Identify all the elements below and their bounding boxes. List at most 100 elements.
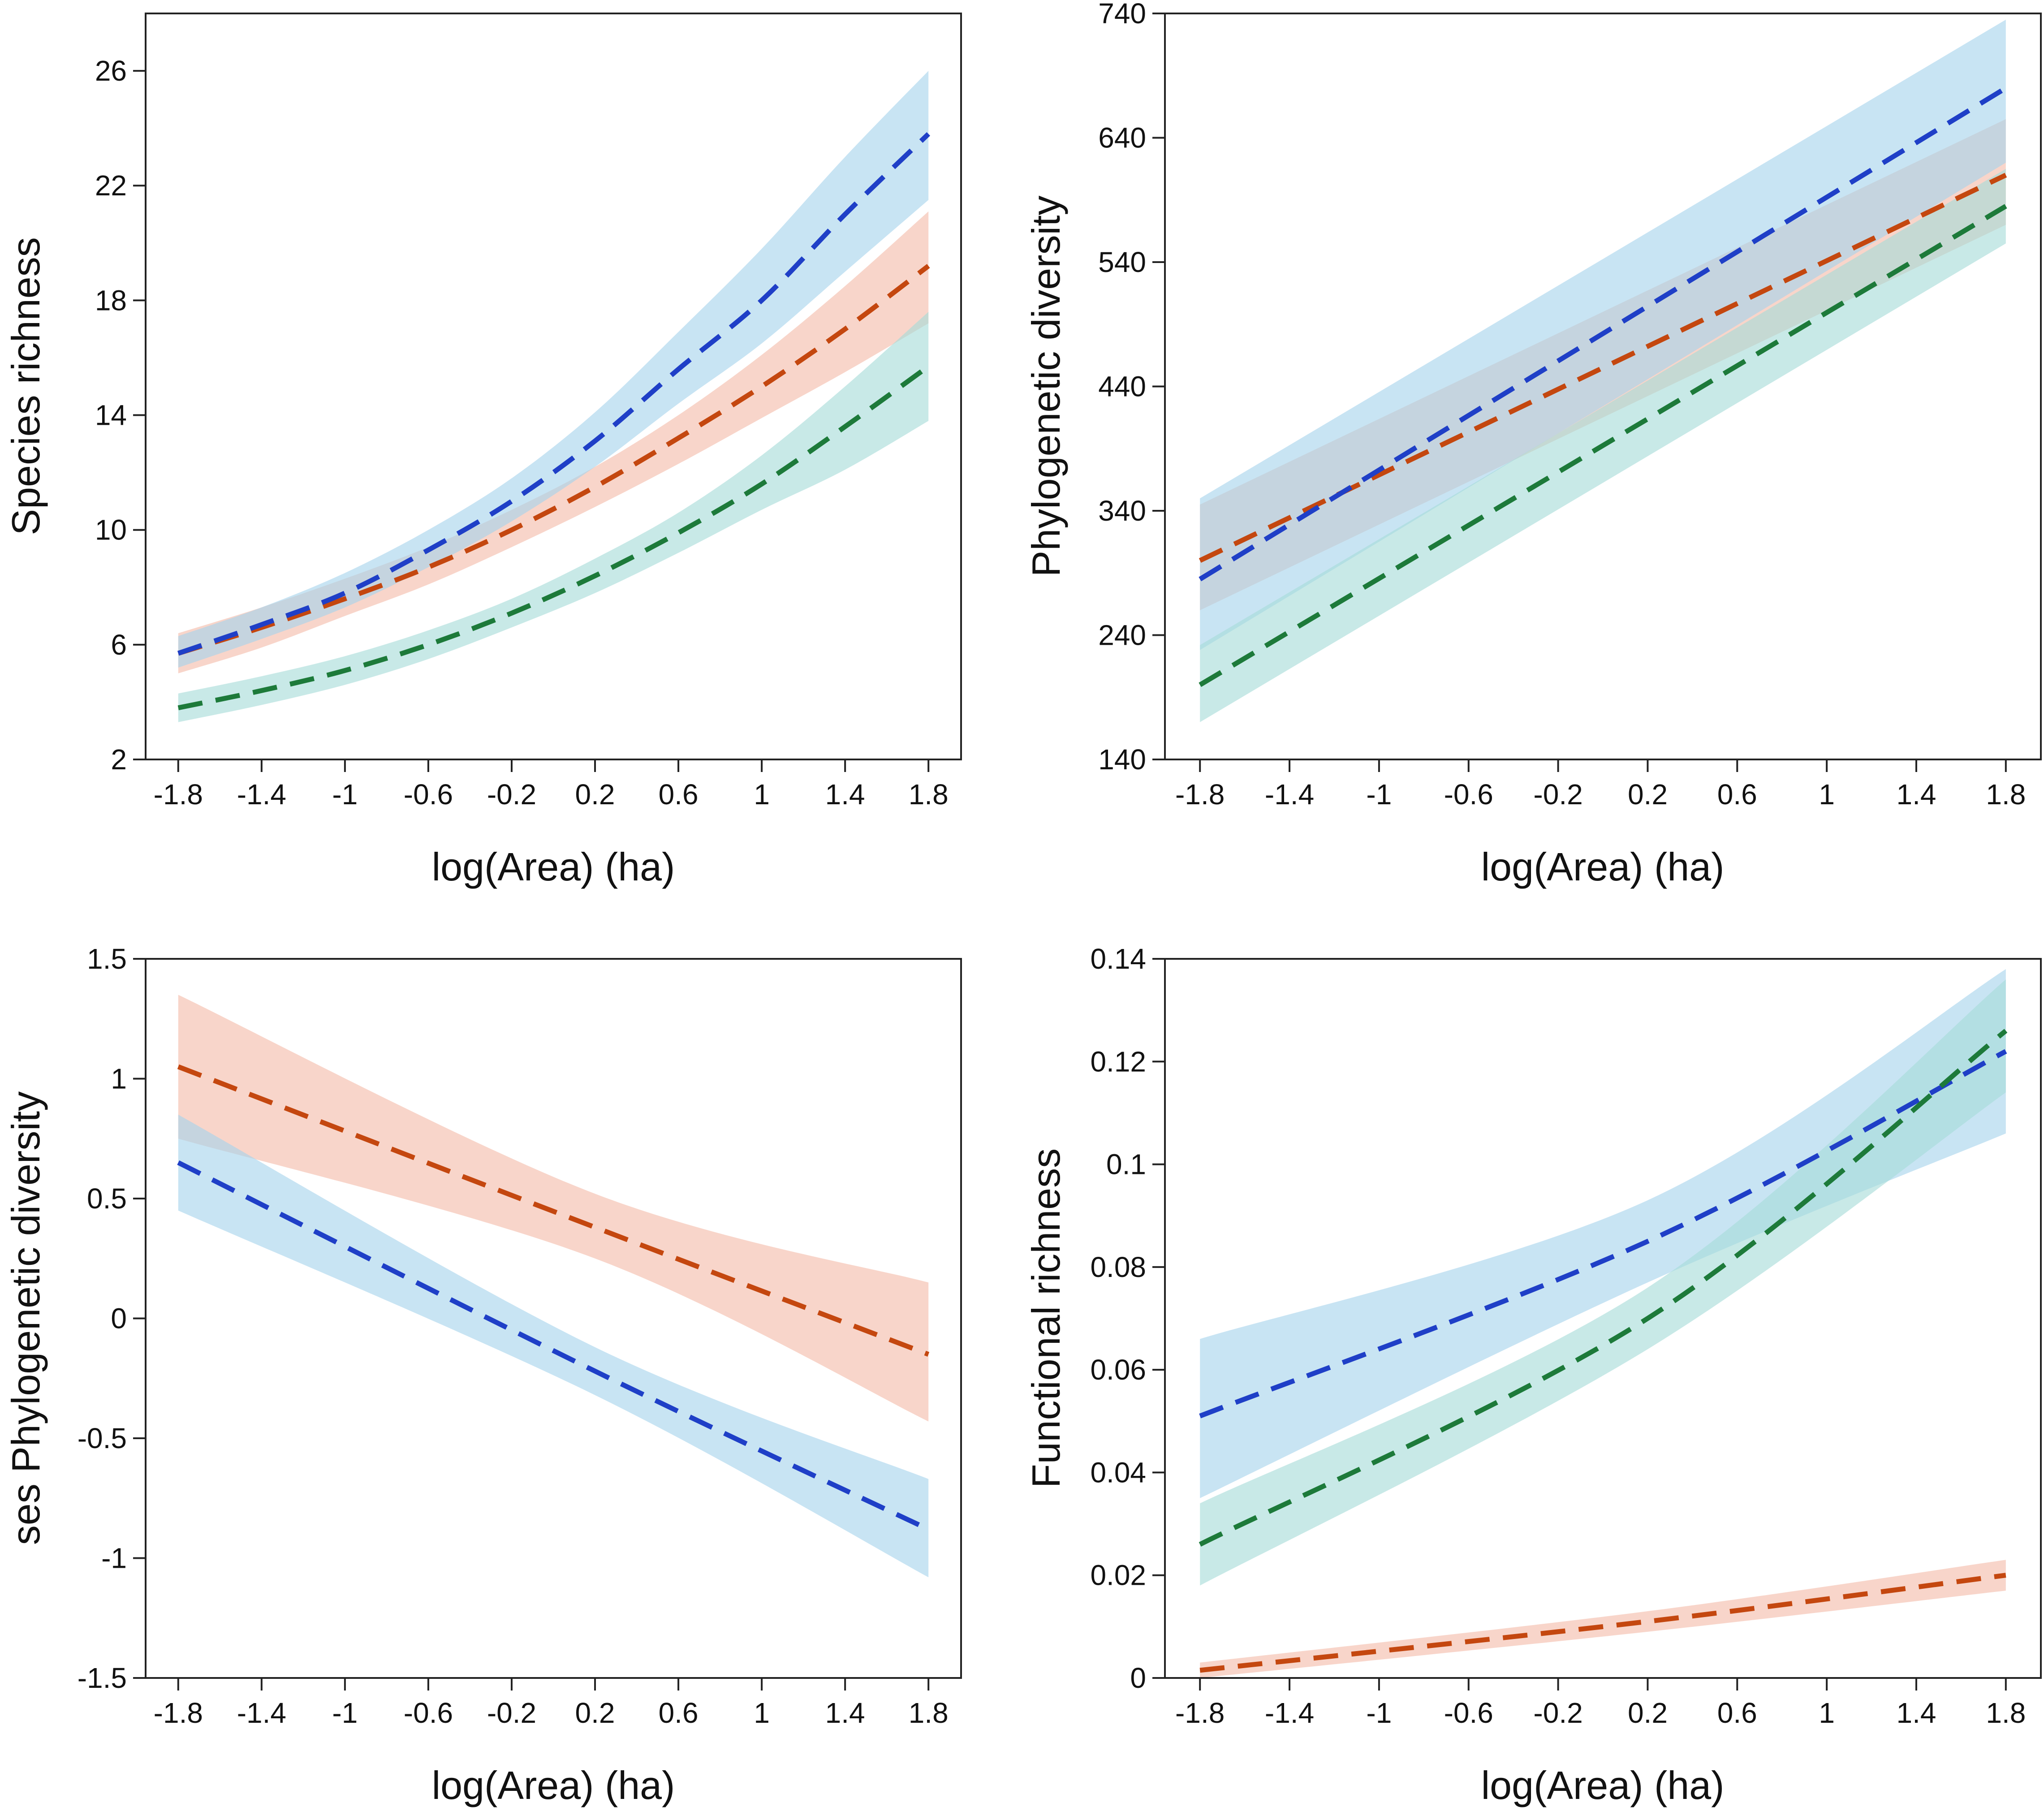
y-axis-label: Phylogenetic diversity	[1024, 195, 1068, 577]
line-blue	[177, 132, 931, 656]
y-tick-label: -1	[101, 1542, 127, 1574]
fit-lines	[1199, 86, 2007, 687]
x-tick-label: -0.2	[1533, 1697, 1583, 1729]
y-tick-label: 0.06	[1090, 1354, 1146, 1386]
x-tick-label: 0.2	[1628, 1697, 1668, 1729]
band-green	[1200, 979, 2006, 1586]
y-tick-label: 0.1	[1106, 1148, 1146, 1181]
x-tick-label: -1	[1366, 1697, 1392, 1729]
x-tick-label: -0.2	[487, 1697, 536, 1729]
y-tick-label: 540	[1098, 246, 1146, 278]
x-tick-label: 0.2	[1628, 778, 1668, 811]
y-axis-ticks: 140 240 340 440 540 640 740	[1098, 0, 1165, 776]
x-tick-label: 1.8	[1986, 1697, 2026, 1729]
x-axis-label: log(Area) (ha)	[1481, 845, 1725, 889]
x-axis-ticks: -1.8 -1.4 -1 -0.6 -0.2 0.2 0.6 1 1.4 1.8	[154, 1678, 949, 1729]
y-tick-label: 0.02	[1090, 1559, 1146, 1591]
fit-lines	[1199, 1029, 2008, 1673]
band-blue	[1200, 969, 2006, 1498]
x-tick-label: 1	[1819, 778, 1835, 811]
x-tick-label: -0.6	[404, 778, 453, 811]
panel-functional-richness: -1.8 -1.4 -1 -0.6 -0.2 0.2 0.6 1 1.4 1.8 0 0.02 0.0…	[1024, 943, 2042, 1807]
x-tick-label: 0.6	[659, 1697, 699, 1729]
x-tick-label: -0.6	[1444, 1697, 1493, 1729]
y-tick-label: 140	[1098, 743, 1146, 776]
line-green	[177, 364, 930, 711]
y-axis-label: ses Phylogenetic diversity	[4, 1091, 48, 1545]
x-tick-label: 1.4	[825, 778, 865, 811]
line-green	[1199, 1029, 2008, 1547]
x-tick-label: 1	[1819, 1697, 1835, 1729]
y-tick-label: 22	[95, 169, 127, 202]
y-tick-label: 440	[1098, 371, 1146, 403]
x-tick-label: -0.2	[1533, 778, 1583, 811]
x-tick-label: 0.6	[659, 778, 699, 811]
x-tick-label: -1.4	[1265, 778, 1314, 811]
x-tick-label: 1.8	[1986, 778, 2026, 811]
y-tick-label: 740	[1098, 0, 1146, 30]
x-tick-label: -1	[1366, 778, 1392, 811]
band-green	[178, 312, 929, 722]
panel-phylogenetic-diversity: -1.8 -1.4 -1 -0.6 -0.2 0.2 0.6 1 1.4 1.8 140 240 34…	[1024, 0, 2042, 889]
y-axis-label: Species richness	[4, 237, 48, 535]
band-blue	[178, 1114, 929, 1578]
x-tick-label: 0.2	[575, 778, 615, 811]
line-orange	[177, 264, 930, 656]
plot-frame	[1164, 958, 2042, 1679]
y-tick-label: 18	[95, 284, 127, 316]
x-tick-label: 1.4	[1896, 1697, 1936, 1729]
x-tick-label: 0.6	[1717, 1697, 1757, 1729]
line-blue	[1199, 1049, 2007, 1419]
fit-lines	[177, 132, 931, 711]
y-tick-label: 2	[111, 743, 127, 776]
line-orange	[1199, 173, 2007, 563]
plot-frame	[145, 13, 962, 760]
x-tick-label: -1.8	[154, 778, 203, 811]
x-tick-label: -1.8	[1175, 1697, 1225, 1729]
y-tick-label: 0	[1130, 1662, 1146, 1694]
x-tick-label: -0.6	[1444, 778, 1493, 811]
y-tick-label: 0.08	[1090, 1251, 1146, 1283]
x-tick-label: -1.8	[1175, 778, 1225, 811]
y-tick-label: 0.12	[1090, 1045, 1146, 1078]
y-axis-ticks: -1.5 -1 -0.5 0 0.5 1 1.5	[78, 943, 146, 1694]
y-tick-label: 14	[95, 399, 127, 431]
x-tick-label: 1.8	[909, 1697, 949, 1729]
y-tick-label: 6	[111, 629, 127, 661]
y-tick-label: 0.14	[1090, 943, 1146, 975]
x-tick-label: -0.6	[404, 1697, 453, 1729]
x-tick-label: 1	[754, 778, 770, 811]
y-tick-label: 0.5	[87, 1182, 127, 1215]
line-green	[1199, 204, 2007, 687]
x-tick-label: -0.2	[487, 778, 536, 811]
y-tick-label: -0.5	[78, 1422, 127, 1454]
y-tick-label: -1.5	[78, 1662, 127, 1694]
x-tick-label: 1.8	[909, 778, 949, 811]
fit-lines	[177, 1064, 930, 1532]
line-blue	[177, 1160, 930, 1532]
y-tick-label: 0	[111, 1302, 127, 1335]
x-axis-ticks: -1.8 -1.4 -1 -0.6 -0.2 0.2 0.6 1 1.4 1.8	[1175, 759, 2026, 811]
x-tick-label: -1.4	[237, 1697, 286, 1729]
panel-species-richness: -1.8 -1.4 -1 -0.6 -0.2 0.2 0.6 1 1.4 1.8 26101418…	[4, 13, 962, 889]
x-tick-label: -1	[332, 1697, 358, 1729]
y-tick-label: 640	[1098, 122, 1146, 154]
y-axis-label: Functional richness	[1024, 1148, 1068, 1488]
y-tick-label: 240	[1098, 619, 1146, 651]
x-tick-label: 0.2	[575, 1697, 615, 1729]
x-axis-ticks: -1.8 -1.4 -1 -0.6 -0.2 0.2 0.6 1 1.4 1.8	[1175, 1678, 2026, 1729]
x-tick-label: -1.8	[154, 1697, 203, 1729]
y-tick-label: 1	[111, 1063, 127, 1095]
x-tick-label: -1	[332, 778, 358, 811]
confidence-bands	[178, 995, 929, 1578]
x-axis-ticks: -1.8 -1.4 -1 -0.6 -0.2 0.2 0.6 1 1.4 1.8	[154, 759, 949, 811]
x-tick-label: 1.4	[1896, 778, 1936, 811]
y-tick-label: 340	[1098, 495, 1146, 527]
y-tick-label: 0.04	[1090, 1456, 1146, 1488]
x-tick-label: -1.4	[1265, 1697, 1314, 1729]
y-tick-label: 26	[95, 55, 127, 87]
x-axis-label: log(Area) (ha)	[1481, 1763, 1725, 1807]
x-tick-label: 1.4	[825, 1697, 865, 1729]
